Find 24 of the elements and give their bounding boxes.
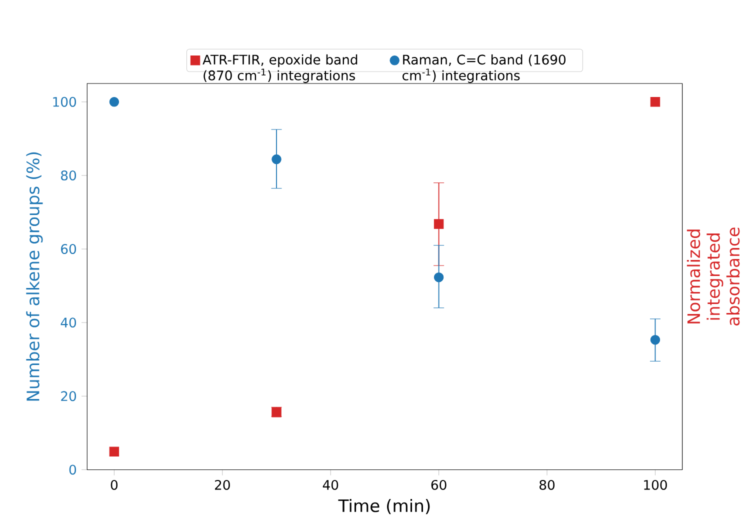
legend-label: ATR-FTIR, epoxide band (870 cm$^{-1}$) integrations xyxy=(202,54,358,83)
y-tick-label: 0 xyxy=(69,464,76,475)
x-tick-label: 0 xyxy=(110,480,118,490)
point xyxy=(109,96,120,107)
point xyxy=(434,219,444,229)
y-tick-label: 20 xyxy=(61,391,76,402)
y2-axis-title: Normalized integrated absorbance xyxy=(686,228,740,326)
x-tick-label: 40 xyxy=(322,480,338,490)
point xyxy=(272,154,282,164)
point xyxy=(109,446,120,456)
y-axis-title: Number of alkene groups (%) xyxy=(26,152,43,401)
y-tick-label: 40 xyxy=(60,318,76,328)
x-tick-label: 60 xyxy=(431,480,446,490)
x-tick-label: 100 xyxy=(644,480,667,490)
point xyxy=(650,334,660,345)
x-tick-label: 80 xyxy=(540,480,555,490)
legend-label: Raman, C=C band (1690 cm$^{-1}$) integrations xyxy=(402,54,566,83)
y-tick-label: 80 xyxy=(61,170,76,180)
y-tick-label: 100 xyxy=(53,96,76,107)
point xyxy=(434,272,444,282)
x-axis-title: Time (min) xyxy=(338,498,430,514)
point xyxy=(650,96,660,107)
x-tick-label: 20 xyxy=(215,480,230,490)
y-tick-label: 60 xyxy=(61,244,76,254)
